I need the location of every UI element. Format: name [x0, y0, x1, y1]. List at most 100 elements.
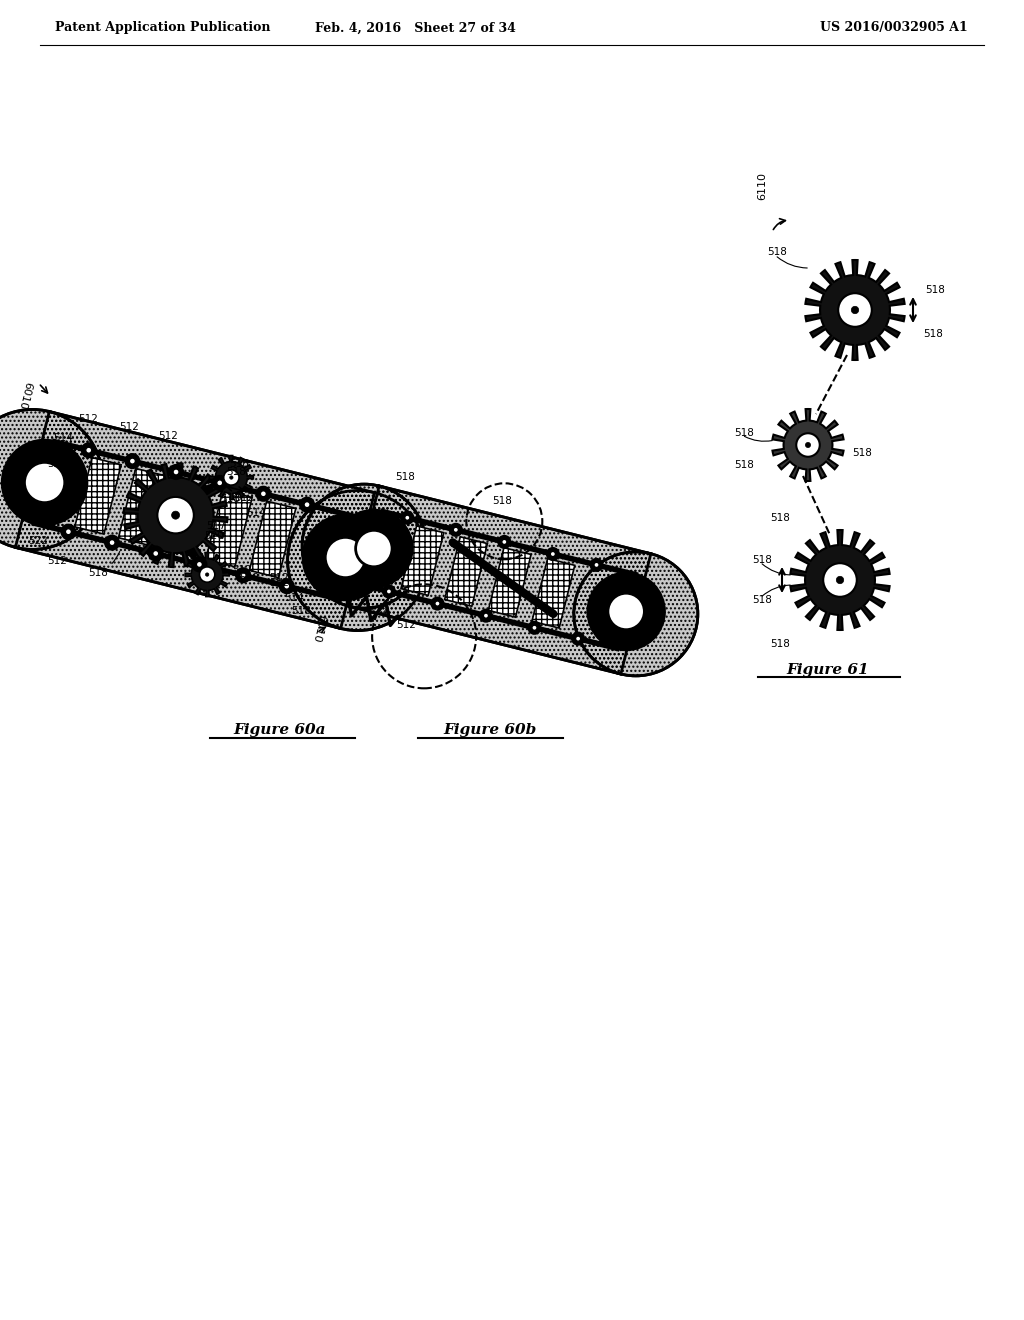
Text: Patent Application Publication: Patent Application Publication: [55, 21, 270, 34]
Circle shape: [404, 515, 410, 520]
Circle shape: [797, 433, 820, 457]
Circle shape: [431, 598, 443, 610]
Circle shape: [355, 531, 392, 566]
Circle shape: [300, 498, 314, 512]
Polygon shape: [119, 469, 165, 545]
Polygon shape: [444, 537, 487, 606]
Polygon shape: [488, 548, 531, 618]
Polygon shape: [791, 531, 890, 630]
Text: 512: 512: [369, 606, 388, 616]
Circle shape: [25, 462, 65, 503]
Circle shape: [260, 491, 266, 496]
Text: 518: 518: [220, 494, 240, 504]
Circle shape: [435, 601, 440, 606]
Circle shape: [528, 622, 541, 634]
Circle shape: [197, 561, 203, 568]
Circle shape: [303, 516, 387, 599]
Text: 522: 522: [47, 459, 67, 470]
Text: 512: 512: [232, 565, 252, 576]
Text: 6110: 6110: [757, 172, 767, 201]
Circle shape: [66, 529, 72, 535]
Circle shape: [823, 564, 857, 597]
Text: 518: 518: [226, 467, 247, 477]
Circle shape: [594, 562, 599, 568]
Text: 512: 512: [119, 421, 138, 432]
Circle shape: [531, 626, 537, 631]
Text: 512: 512: [78, 414, 98, 424]
Circle shape: [86, 447, 92, 453]
Text: 518: 518: [770, 639, 790, 649]
Circle shape: [169, 465, 183, 479]
Text: 518: 518: [240, 573, 259, 582]
Text: 518: 518: [229, 459, 249, 469]
Text: 522: 522: [29, 536, 48, 546]
Text: 512: 512: [159, 432, 178, 441]
Polygon shape: [15, 412, 375, 628]
Text: 514: 514: [284, 593, 304, 603]
Circle shape: [206, 573, 209, 577]
Circle shape: [499, 536, 510, 548]
Text: 518: 518: [734, 459, 754, 470]
Text: 6010: 6010: [310, 612, 327, 643]
Polygon shape: [250, 502, 296, 578]
Circle shape: [336, 511, 412, 586]
Circle shape: [326, 537, 366, 578]
Text: 520: 520: [204, 531, 223, 541]
Circle shape: [193, 557, 207, 572]
Circle shape: [502, 540, 507, 544]
Circle shape: [280, 579, 294, 593]
Circle shape: [240, 573, 246, 578]
Circle shape: [284, 583, 290, 589]
Circle shape: [450, 524, 462, 536]
Text: 514: 514: [246, 508, 266, 519]
Circle shape: [172, 511, 179, 519]
Circle shape: [572, 632, 584, 644]
Circle shape: [256, 487, 270, 500]
Circle shape: [129, 458, 135, 465]
Circle shape: [237, 569, 250, 582]
Text: Figure 60b: Figure 60b: [443, 723, 537, 737]
Text: 518: 518: [88, 552, 120, 578]
Polygon shape: [209, 455, 253, 499]
Circle shape: [839, 293, 871, 327]
Polygon shape: [185, 553, 229, 597]
Circle shape: [82, 444, 95, 457]
Circle shape: [110, 540, 115, 545]
Text: 518: 518: [925, 285, 945, 294]
Text: 518: 518: [752, 595, 772, 605]
Circle shape: [480, 610, 492, 622]
Text: 518: 518: [395, 473, 415, 482]
Text: US 2016/0032905 A1: US 2016/0032905 A1: [820, 21, 968, 34]
Polygon shape: [162, 479, 209, 556]
Text: 518: 518: [734, 428, 754, 438]
Circle shape: [483, 612, 488, 618]
Circle shape: [61, 525, 76, 539]
Polygon shape: [805, 260, 904, 360]
Circle shape: [217, 480, 223, 486]
Circle shape: [588, 573, 665, 649]
Text: 517: 517: [206, 521, 226, 531]
Circle shape: [454, 527, 459, 532]
Text: Figure 61: Figure 61: [786, 663, 869, 677]
Circle shape: [213, 477, 226, 490]
Circle shape: [3, 441, 87, 524]
Text: 518: 518: [292, 606, 311, 616]
Text: 6010: 6010: [16, 381, 33, 411]
Circle shape: [302, 484, 426, 609]
Circle shape: [105, 536, 119, 549]
Circle shape: [304, 502, 310, 508]
Circle shape: [386, 589, 391, 594]
Circle shape: [591, 558, 602, 572]
Text: 518: 518: [752, 554, 772, 565]
Circle shape: [125, 454, 139, 469]
Circle shape: [288, 491, 428, 631]
Circle shape: [401, 512, 414, 524]
Text: 512: 512: [396, 620, 417, 630]
Text: 518: 518: [492, 496, 512, 506]
Text: Figure 60a: Figure 60a: [233, 723, 327, 737]
Text: 518: 518: [923, 329, 943, 339]
Text: 512: 512: [269, 573, 290, 582]
Circle shape: [806, 442, 811, 447]
Circle shape: [158, 496, 194, 533]
Text: 514: 514: [35, 510, 54, 520]
